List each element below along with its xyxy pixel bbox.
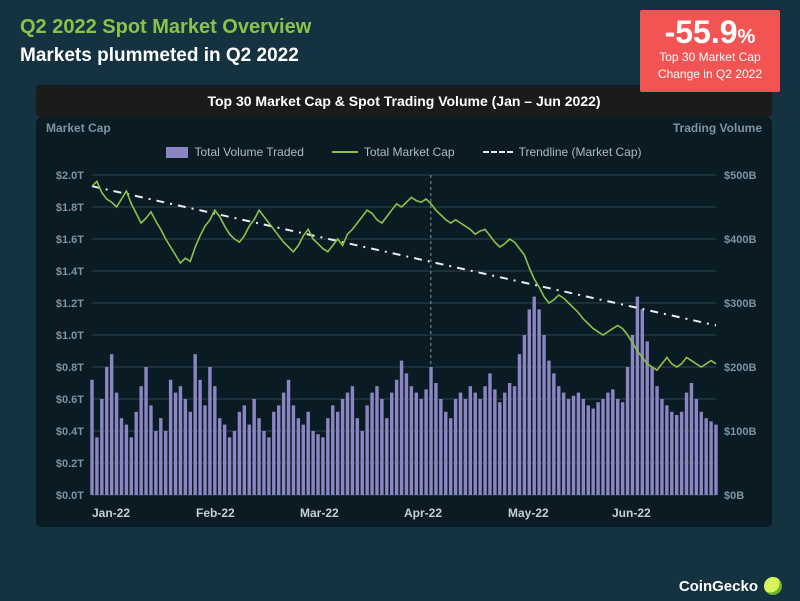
percent-icon: % xyxy=(738,26,756,48)
bar-swatch-icon xyxy=(166,147,188,158)
chart-panel: Market Cap Trading Volume Total Volume T… xyxy=(36,117,772,527)
change-value: -55.9% xyxy=(658,16,762,48)
svg-text:Jun-22: Jun-22 xyxy=(612,506,651,520)
svg-text:Mar-22: Mar-22 xyxy=(300,506,339,520)
svg-text:Jan-22: Jan-22 xyxy=(92,506,130,520)
svg-text:$500B: $500B xyxy=(724,170,756,182)
line-swatch-icon xyxy=(332,151,358,153)
svg-text:$1.2T: $1.2T xyxy=(56,298,84,310)
change-label-1: Top 30 Market Cap xyxy=(658,50,762,65)
legend-market-cap: Total Market Cap xyxy=(332,145,455,159)
svg-text:$0.4T: $0.4T xyxy=(56,426,84,438)
svg-text:$2.0T: $2.0T xyxy=(56,170,84,182)
change-number: -55.9 xyxy=(665,14,738,50)
chart-legend: Total Volume Traded Total Market Cap Tre… xyxy=(36,125,772,167)
svg-text:$1.0T: $1.0T xyxy=(56,330,84,342)
svg-text:$0.6T: $0.6T xyxy=(56,394,84,406)
svg-text:$400B: $400B xyxy=(724,234,756,246)
svg-text:$200B: $200B xyxy=(724,362,756,374)
brand-text: CoinGecko xyxy=(679,578,758,595)
svg-text:$0B: $0B xyxy=(724,490,744,502)
svg-text:$1.8T: $1.8T xyxy=(56,202,84,214)
svg-text:$0.8T: $0.8T xyxy=(56,362,84,374)
brand-logo: CoinGecko xyxy=(679,577,782,595)
legend-volume: Total Volume Traded xyxy=(166,145,303,159)
svg-text:Apr-22: Apr-22 xyxy=(404,506,442,520)
y-left-axis-title: Market Cap xyxy=(46,121,111,135)
change-label-2: Change in Q2 2022 xyxy=(658,67,762,82)
svg-text:$0.2T: $0.2T xyxy=(56,458,84,470)
svg-text:$1.6T: $1.6T xyxy=(56,234,84,246)
svg-text:$1.4T: $1.4T xyxy=(56,266,84,278)
gecko-icon xyxy=(764,577,782,595)
svg-text:$0.0T: $0.0T xyxy=(56,490,84,502)
svg-text:$100B: $100B xyxy=(724,426,756,438)
trend-swatch-icon xyxy=(483,151,513,153)
svg-text:Feb-22: Feb-22 xyxy=(196,506,235,520)
combo-chart: $0.0T $0.2T $0.4T $0.6T $0.8T $1.0T $1.2T $1.4T… xyxy=(36,167,772,527)
svg-text:$300B: $300B xyxy=(724,298,756,310)
svg-text:May-22: May-22 xyxy=(508,506,549,520)
legend-trendline: Trendline (Market Cap) xyxy=(483,145,642,159)
change-badge: -55.9% Top 30 Market Cap Change in Q2 20… xyxy=(640,10,780,92)
y-right-axis-title: Trading Volume xyxy=(673,121,762,135)
